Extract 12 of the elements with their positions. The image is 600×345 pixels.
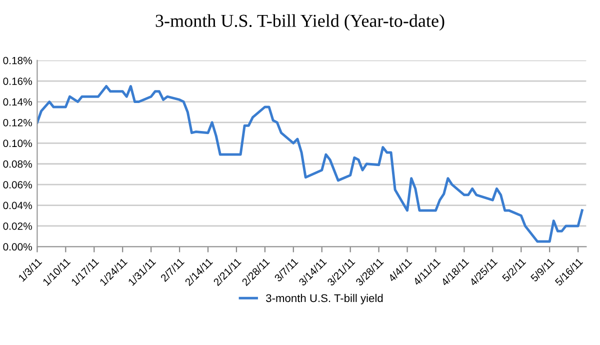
y-tick-label: 0.16% — [3, 78, 32, 85]
y-tick-label: 0.18% — [3, 56, 32, 64]
y-tick-label: 0.14% — [3, 98, 32, 106]
y-tick-label: 0.06% — [3, 181, 32, 188]
y-tick-label: 0.08% — [3, 160, 32, 168]
y-tick-label: 0.02% — [3, 222, 32, 230]
y-tick-label: 0.00% — [3, 243, 32, 251]
y-tick-label: 0.04% — [3, 202, 32, 210]
legend-label: 3-month U.S. T-bill yield — [266, 294, 383, 304]
y-tick-label: 0.12% — [3, 118, 32, 126]
y-tick-label: 0.10% — [3, 140, 32, 148]
chart-title: 3-month U.S. T-bill Yield (Year-to-date) — [156, 14, 444, 31]
